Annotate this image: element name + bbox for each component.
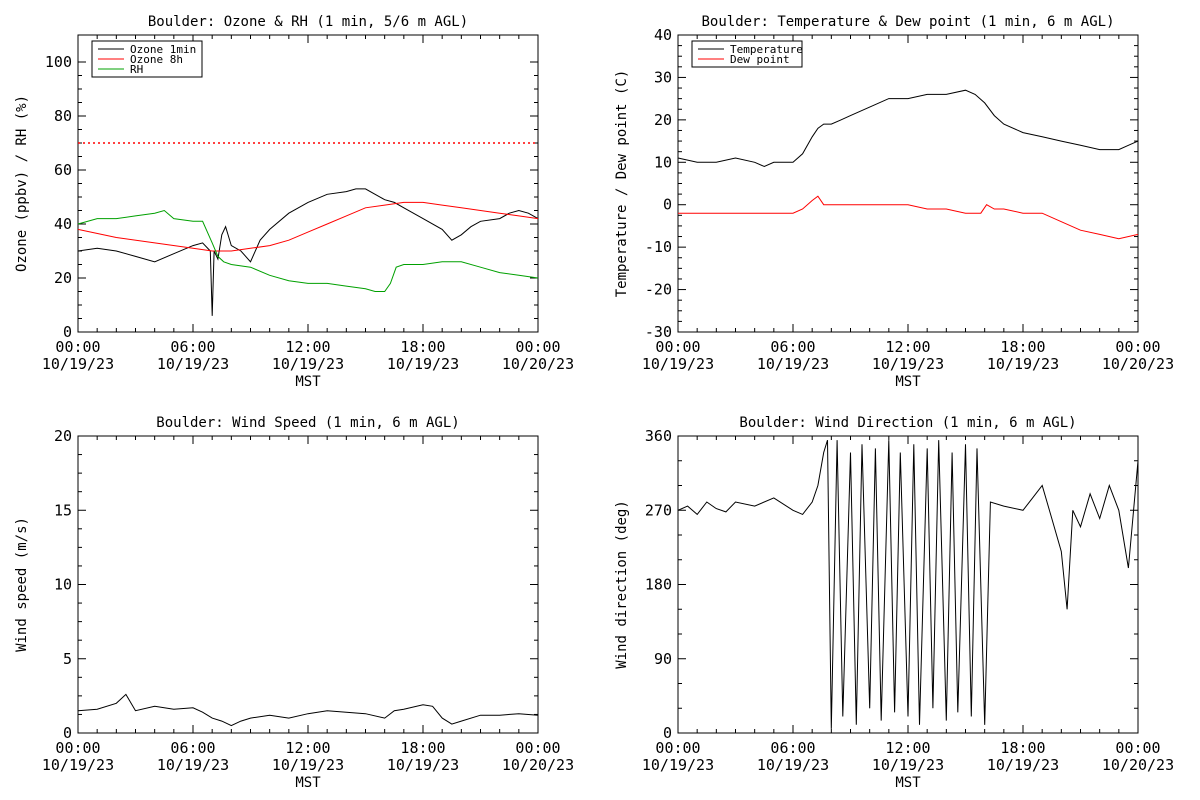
legend-box	[691, 40, 803, 68]
x-tick-time-label: 06:00	[170, 739, 215, 757]
y-axis-label: Temperature / Dew point (C)	[614, 70, 630, 298]
x-tick-date-label: 10/19/23	[757, 355, 829, 373]
y-tick-label: 10	[54, 576, 72, 594]
panel-1: Boulder: Ozone & RH (1 min, 5/6 m AGL) 0 2…	[14, 14, 574, 390]
y-axis-label: Ozone (ppbv) / RH (%)	[14, 95, 30, 272]
y-tick-label: 40	[54, 215, 72, 233]
x-tick-date-label: 10/19/23	[642, 355, 714, 373]
x-tick-time-label: 12:00	[885, 739, 930, 757]
x-tick-time-label: 12:00	[285, 739, 330, 757]
y-tick-label: 0	[663, 724, 672, 742]
series-line-2	[678, 195, 1139, 240]
y-tick-label: -10	[645, 238, 672, 256]
x-tick-date-label: 10/19/23	[387, 756, 459, 774]
x-tick-date-label: 10/19/23	[272, 756, 344, 774]
x-tick-time-label: 18:00	[400, 338, 445, 356]
x-tick-date-label: 10/19/23	[42, 756, 114, 774]
y-tick-label: 5	[63, 650, 72, 668]
legend-label: Dew point	[730, 53, 790, 66]
x-tick-date-label: 10/19/23	[872, 355, 944, 373]
series-line-1	[77, 693, 539, 727]
panel-2: Boulder: Temperature & Dew point (1 min,…	[614, 14, 1174, 390]
x-tick-time-label: 06:00	[770, 338, 815, 356]
x-tick-time-label: 18:00	[1000, 338, 1045, 356]
x-tick-date-label: 10/20/23	[1102, 756, 1174, 774]
legend-label: Ozone 8h	[130, 53, 183, 66]
y-tick-label: 20	[54, 427, 72, 445]
x-tick-date-label: 10/20/23	[502, 756, 574, 774]
x-tick-time-label: 12:00	[285, 338, 330, 356]
y-tick-label: 90	[654, 650, 672, 668]
x-tick-time-label: 00:00	[515, 739, 560, 757]
series-line-1	[677, 439, 1139, 729]
x-axis-label: MST	[895, 775, 921, 791]
y-tick-label: 100	[45, 53, 72, 71]
y-tick-label: -20	[645, 281, 672, 299]
plot-frame	[677, 34, 1139, 333]
x-tick-date-label: 10/20/23	[1102, 355, 1174, 373]
legend-label: RH	[130, 63, 143, 76]
y-tick-label: 20	[654, 111, 672, 129]
y-tick-label: 40	[654, 26, 672, 44]
y-tick-label: 15	[54, 501, 72, 519]
x-tick-time-label: 00:00	[655, 739, 700, 757]
y-tick-label: 20	[54, 269, 72, 287]
y-axis-label: Wind direction (deg)	[614, 500, 630, 669]
x-tick-time-label: 06:00	[170, 338, 215, 356]
x-tick-date-label: 10/19/23	[757, 756, 829, 774]
x-tick-date-label: 10/19/23	[387, 355, 459, 373]
x-tick-date-label: 10/19/23	[642, 756, 714, 774]
x-tick-date-label: 10/19/23	[157, 355, 229, 373]
y-tick-label: 270	[645, 501, 672, 519]
x-tick-time-label: 00:00	[515, 338, 560, 356]
chart-title: Boulder: Temperature & Dew point (1 min,…	[701, 14, 1114, 30]
x-axis-label: MST	[295, 775, 321, 791]
y-tick-label: -30	[645, 323, 672, 341]
plot-frame	[77, 34, 539, 333]
series-line-1	[77, 188, 539, 316]
x-tick-date-label: 10/19/23	[872, 756, 944, 774]
x-tick-time-label: 12:00	[885, 338, 930, 356]
chart-title: Boulder: Wind Speed (1 min, 6 m AGL)	[156, 415, 459, 431]
x-tick-time-label: 00:00	[55, 338, 100, 356]
x-tick-time-label: 00:00	[1115, 739, 1160, 757]
x-tick-time-label: 06:00	[770, 739, 815, 757]
series-line-2	[77, 201, 539, 252]
x-axis-label: MST	[895, 374, 921, 390]
y-tick-label: 10	[654, 153, 672, 171]
x-tick-time-label: 18:00	[1000, 739, 1045, 757]
legend-label: Temperature	[730, 43, 803, 56]
x-tick-date-label: 10/19/23	[987, 756, 1059, 774]
x-tick-date-label: 10/19/23	[987, 355, 1059, 373]
y-tick-label: 60	[54, 161, 72, 179]
x-axis-label: MST	[295, 374, 321, 390]
x-tick-time-label: 18:00	[400, 739, 445, 757]
y-tick-label: 360	[645, 427, 672, 445]
chart-title: Boulder: Ozone & RH (1 min, 5/6 m AGL)	[148, 14, 468, 30]
panel-3: Boulder: Wind Speed (1 min, 6 m AGL) 0 5 10…	[14, 415, 574, 791]
chart-title: Boulder: Wind Direction (1 min, 6 m AGL)	[739, 415, 1076, 431]
plot-frame	[77, 435, 539, 734]
y-tick-label: 0	[63, 323, 72, 341]
y-tick-label: 30	[654, 68, 672, 86]
x-tick-date-label: 10/19/23	[157, 756, 229, 774]
legend-label: Ozone 1min	[130, 43, 196, 56]
y-tick-label: 80	[54, 107, 72, 125]
y-tick-label: 180	[645, 576, 672, 594]
y-tick-label: 0	[63, 724, 72, 742]
y-axis-label: Wind speed (m/s)	[14, 517, 30, 652]
x-tick-date-label: 10/19/23	[272, 355, 344, 373]
x-tick-date-label: 10/20/23	[502, 355, 574, 373]
series-line-1	[677, 89, 1139, 168]
x-tick-time-label: 00:00	[1115, 338, 1160, 356]
x-tick-time-label: 00:00	[55, 739, 100, 757]
panel-4: Boulder: Wind Direction (1 min, 6 m AGL)…	[614, 415, 1174, 791]
series-line-3	[77, 209, 539, 292]
y-tick-label: 0	[663, 196, 672, 214]
x-tick-date-label: 10/19/23	[42, 355, 114, 373]
x-tick-time-label: 00:00	[655, 338, 700, 356]
